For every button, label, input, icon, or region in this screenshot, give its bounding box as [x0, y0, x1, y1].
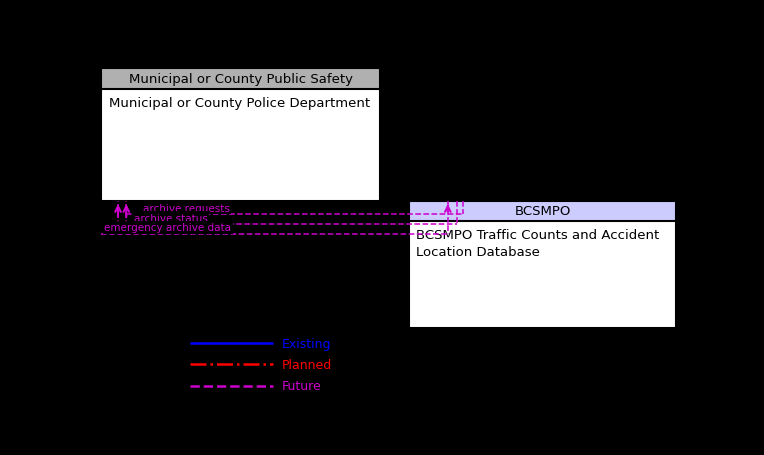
Bar	[410, 202, 676, 328]
Bar	[102, 69, 380, 90]
Text: Planned: Planned	[282, 358, 332, 371]
Text: Municipal or County Public Safety: Municipal or County Public Safety	[128, 73, 352, 86]
Bar	[102, 69, 380, 202]
Text: Municipal or County Police Department: Municipal or County Police Department	[108, 96, 370, 110]
Text: Existing: Existing	[282, 337, 332, 350]
Text: BCSMPO: BCSMPO	[514, 205, 571, 218]
Text: BCSMPO Traffic Counts and Accident
Location Database: BCSMPO Traffic Counts and Accident Locat…	[416, 228, 659, 258]
Text: Future: Future	[282, 379, 322, 392]
Text: emergency archive data: emergency archive data	[105, 223, 231, 233]
Text: archive requests: archive requests	[143, 203, 230, 213]
Text: archive status: archive status	[134, 213, 208, 223]
Bar	[410, 202, 676, 221]
